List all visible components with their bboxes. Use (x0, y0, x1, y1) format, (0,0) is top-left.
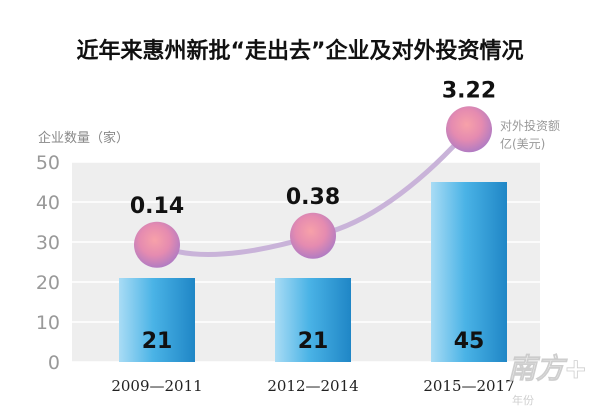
x-tick-label: 2015—2017 (423, 377, 514, 395)
watermark-text: 南方+ (508, 352, 587, 385)
right-axis-label-line1: 对外投资额 (500, 118, 560, 133)
investment-point (290, 212, 336, 259)
bar (119, 278, 195, 362)
x-tick-label: 2009—2011 (111, 377, 202, 395)
y-tick-label: 0 (48, 352, 60, 374)
y-tick-label: 50 (36, 152, 60, 174)
y-tick-label: 20 (36, 272, 60, 294)
investment-value-label: 3.22 (442, 78, 496, 103)
investment-point (446, 106, 492, 153)
y-tick-label: 30 (36, 232, 60, 254)
watermark-caption: 年份 (512, 393, 534, 407)
y-tick-label: 40 (36, 192, 60, 214)
right-axis-label-line2: 亿(美元) (500, 136, 545, 151)
bar (275, 278, 351, 362)
investment-value-label: 0.38 (286, 185, 340, 210)
bar (431, 182, 507, 362)
y-tick-label: 10 (36, 312, 60, 334)
bar-value-label: 45 (454, 329, 485, 354)
bar-value-label: 21 (298, 329, 329, 354)
chart-title: 近年来惠州新批“走出去”企业及对外投资情况 (77, 38, 524, 64)
bar-value-label: 21 (142, 329, 173, 354)
x-tick-label: 2012—2014 (267, 377, 358, 395)
investment-point (134, 221, 180, 268)
investment-value-label: 0.14 (130, 194, 184, 219)
y-axis-label: 企业数量（家） (38, 130, 129, 146)
plot-area: 0 10 20 30 40 50 21 21 45 2009—2011 2012—2014 2015—… (36, 78, 540, 395)
